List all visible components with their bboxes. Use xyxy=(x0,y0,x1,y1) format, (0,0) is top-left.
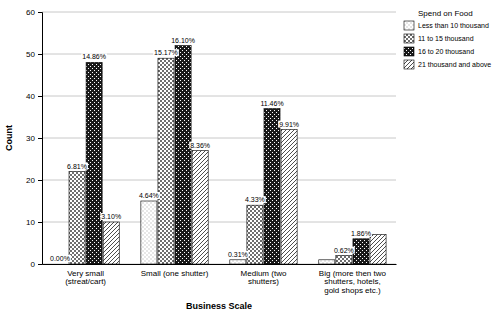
y-tick-label: 60 xyxy=(26,8,35,17)
data-label-background xyxy=(259,100,284,107)
data-label: 0.31% xyxy=(228,251,248,258)
data-label-background xyxy=(138,192,160,199)
data-label-background xyxy=(66,163,88,170)
legend-entry: 21 thousand and above xyxy=(418,61,491,68)
bar xyxy=(353,239,369,264)
legend-entry: Less than 10 thousand xyxy=(418,22,489,29)
data-label: 11.46% xyxy=(260,100,283,107)
bar xyxy=(158,58,174,264)
y-tick: 20 xyxy=(26,176,42,185)
data-label: 16.10% xyxy=(171,37,195,44)
bar xyxy=(230,260,246,264)
bar xyxy=(141,201,157,264)
legend-title: Spend on Food xyxy=(418,9,473,18)
data-label-background xyxy=(244,196,266,203)
data-label: 14.86% xyxy=(82,53,106,60)
data-label: 15.17% xyxy=(154,49,178,56)
x-tick-label: Medium (twoshutters) xyxy=(241,269,287,287)
grid xyxy=(42,12,396,264)
data-label-background xyxy=(153,49,179,56)
bar xyxy=(86,62,102,264)
data-label: 3.10% xyxy=(101,213,121,220)
bar xyxy=(281,130,297,264)
data-label: 1.86% xyxy=(351,230,371,237)
data-label: 4.33% xyxy=(245,196,265,203)
x-tick-label: Big (more then twoshutters, hotels,gold … xyxy=(319,269,387,296)
y-axis-line xyxy=(38,13,43,265)
x-axis: Very small(streat/cart) Small (one shutte… xyxy=(43,265,397,296)
x-tick-label: Small (one shutter) xyxy=(141,269,209,278)
legend-swatch xyxy=(404,21,414,30)
bar xyxy=(69,172,85,264)
y-tick-label: 10 xyxy=(26,218,35,227)
y-tick-mark xyxy=(38,222,42,223)
data-label-background xyxy=(100,213,122,220)
data-label-background xyxy=(278,121,300,128)
x-tick: Big (more then twoshutters, hotels,gold … xyxy=(319,269,387,296)
y-tick-label: 40 xyxy=(26,92,35,101)
bar xyxy=(370,235,386,264)
y-axis-title: Count xyxy=(4,125,14,151)
data-label-background xyxy=(170,37,196,44)
y-axis: 0 10 20 30 40 50 60 xyxy=(26,8,42,269)
grid-line xyxy=(42,12,396,13)
data-label: 6.81% xyxy=(67,163,87,170)
legend-swatch xyxy=(404,47,414,56)
legend: Spend on Food Less than 10 thousand 11 to … xyxy=(404,9,491,69)
y-tick-label: 20 xyxy=(26,176,35,185)
data-label: 0.62% xyxy=(334,247,354,254)
y-tick-mark xyxy=(38,96,42,97)
y-tick-mark xyxy=(38,12,42,13)
y-tick-mark xyxy=(38,138,42,139)
bar xyxy=(264,109,280,264)
chart-container: 0 10 20 30 40 50 60 Very small(streat/cart) Smal… xyxy=(0,0,500,315)
bar xyxy=(52,264,68,265)
legend-swatch xyxy=(404,60,414,69)
bar xyxy=(103,222,119,264)
data-label-background xyxy=(350,230,372,237)
data-label: 9.91% xyxy=(279,121,299,128)
x-axis-title: Business Scale xyxy=(186,301,252,311)
y-tick-label: 30 xyxy=(26,134,35,143)
legend-entry: 16 to 20 thousand xyxy=(418,48,474,55)
y-tick: 60 xyxy=(26,8,42,17)
y-tick-label: 50 xyxy=(26,50,35,59)
data-labels: 0.00% 4.64% 0.31% 6.81% 15.17% 4.33% 0.62% 14.8… xyxy=(49,37,372,262)
x-axis-line xyxy=(43,264,397,265)
y-tick: 40 xyxy=(26,92,42,101)
x-tick: Small (one shutter) xyxy=(141,269,209,278)
legend-entry: 11 to 15 thousand xyxy=(418,35,474,42)
bar xyxy=(319,260,335,264)
chart: 0 10 20 30 40 50 60 Very small(streat/cart) Smal… xyxy=(0,0,500,315)
data-label-background xyxy=(189,142,211,149)
y-tick: 0 xyxy=(31,260,42,269)
data-label-background xyxy=(227,251,249,258)
bar xyxy=(175,46,191,264)
bar xyxy=(192,151,208,264)
data-label: 0.00% xyxy=(50,255,70,262)
y-tick-mark xyxy=(38,264,42,265)
data-label-background xyxy=(49,255,71,262)
y-tick-mark xyxy=(38,180,42,181)
data-label-background xyxy=(81,53,107,60)
y-tick: 30 xyxy=(26,134,42,143)
bar xyxy=(336,256,352,264)
data-label-background xyxy=(333,247,355,254)
x-tick: Very small(streat/cart) xyxy=(65,269,106,287)
y-tick-mark xyxy=(38,54,42,55)
y-tick: 10 xyxy=(26,218,42,227)
x-tick: Medium (twoshutters) xyxy=(241,269,287,287)
data-label: 4.64% xyxy=(139,192,159,199)
data-label: 8.36% xyxy=(190,142,210,149)
x-tick-label: Very small(streat/cart) xyxy=(65,269,106,287)
y-tick-label: 0 xyxy=(31,260,36,269)
bars xyxy=(69,46,386,264)
y-tick: 50 xyxy=(26,50,42,59)
legend-swatch xyxy=(404,34,414,43)
bar xyxy=(247,205,263,264)
